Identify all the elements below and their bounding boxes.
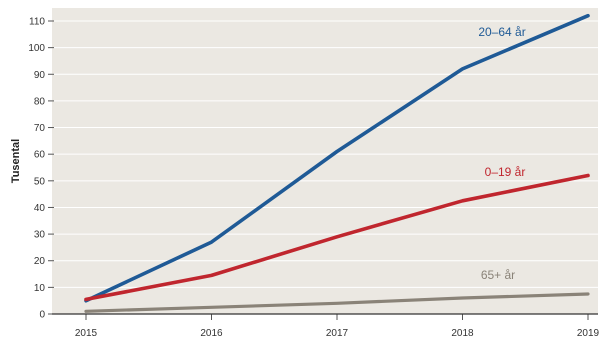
y-tick-label: 50 (34, 176, 46, 187)
x-tick-label: 2019 (577, 328, 600, 339)
y-axis-ticks: 0 10 20 30 40 50 60 70 80 90 100 110 (28, 17, 54, 321)
y-tick-label: 90 (34, 70, 46, 81)
series-label: 20–64 år (478, 25, 525, 39)
y-tick-label: 110 (29, 17, 45, 28)
y-tick-label: 80 (34, 96, 46, 107)
y-tick-label: 30 (34, 230, 46, 241)
x-tick-label: 2017 (326, 328, 349, 339)
series-lines (84, 13, 590, 313)
y-tick-label: 40 (34, 203, 46, 214)
x-tick-label: 2018 (451, 328, 474, 339)
x-tick-label: 2015 (75, 328, 98, 339)
series-label: 0–19 år (485, 165, 526, 179)
x-axis-ticks: 2015 2016 2017 2018 2019 (75, 314, 600, 339)
series-label: 65+ år (481, 268, 515, 282)
y-tick-label: 20 (34, 256, 46, 267)
series-labels: 20–64 år 0–19 år 65+ år (478, 25, 525, 282)
y-axis-title: Tusental (10, 139, 22, 183)
y-tick-label: 0 (39, 310, 45, 321)
y-tick-label: 10 (34, 283, 46, 294)
x-tick-label: 2016 (200, 328, 223, 339)
grid-lines (52, 20, 598, 288)
y-tick-label: 70 (34, 123, 46, 134)
y-tick-label: 100 (28, 43, 45, 54)
y-tick-label: 60 (34, 150, 46, 161)
